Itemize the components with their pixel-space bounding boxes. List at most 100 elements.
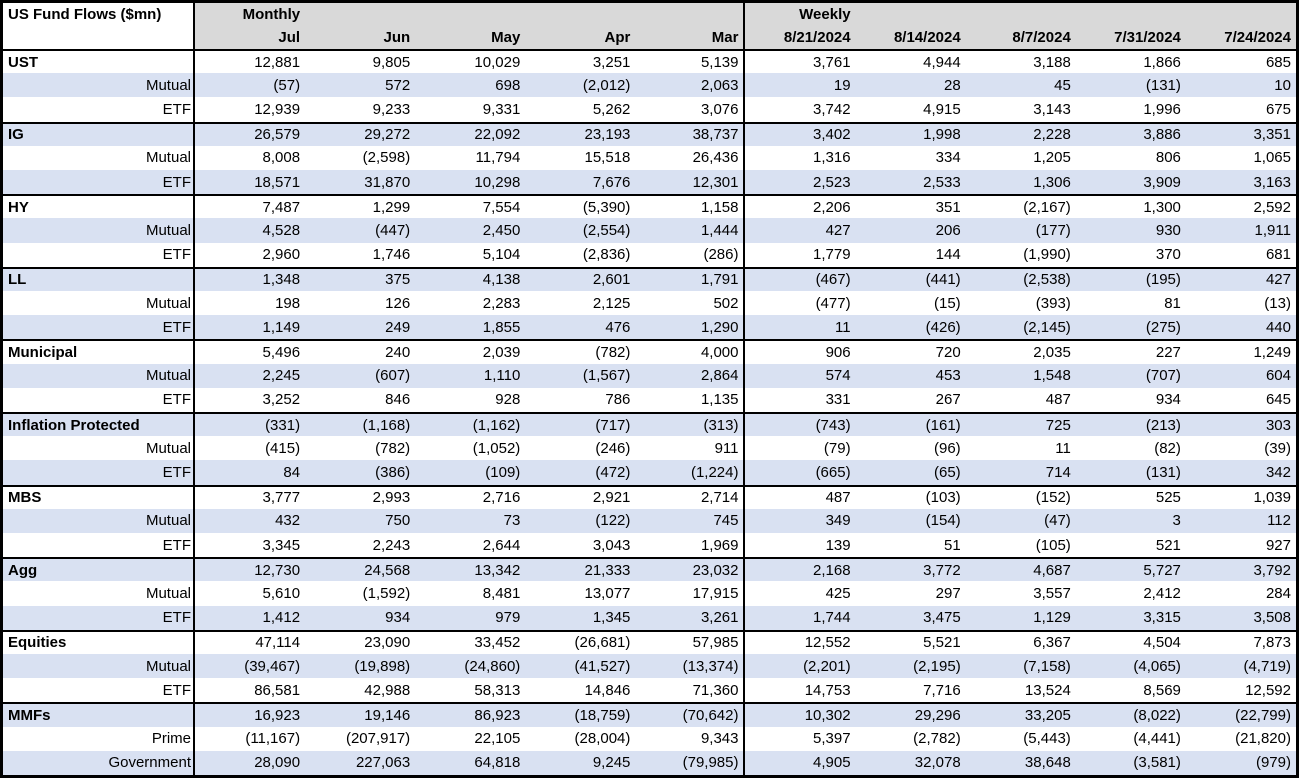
monthly-value-cell: 28,090 xyxy=(195,750,306,775)
header-spacer xyxy=(855,3,966,25)
monthly-value-cell: 2,039 xyxy=(415,339,526,363)
monthly-value-cell: (717) xyxy=(525,412,636,437)
weekly-value-cell: (105) xyxy=(1035,536,1071,554)
monthly-group-header: Monthly xyxy=(195,3,306,25)
monthly-value-cell: 2,283 xyxy=(482,294,521,312)
weekly-value-cell: 1,744 xyxy=(745,605,856,630)
sub-row-label: ETF xyxy=(3,387,195,412)
monthly-value-cell: (28,004) xyxy=(574,730,631,748)
sub-row-label: ETF xyxy=(3,242,195,267)
monthly-value-cell: 786 xyxy=(605,391,631,409)
weekly-value-cell: (131) xyxy=(1075,73,1186,98)
weekly-value-cell: 5,727 xyxy=(1075,557,1186,582)
weekly-value-cell: 139 xyxy=(825,536,851,554)
monthly-value-cell: 31,870 xyxy=(305,170,416,195)
column-header-week-1: 8/21/2024 xyxy=(745,25,856,49)
column-header-mar: Mar xyxy=(635,25,746,49)
monthly-value-cell: (2,598) xyxy=(362,149,411,167)
monthly-value-cell: 2,960 xyxy=(262,246,301,264)
monthly-value-cell: 38,737 xyxy=(635,121,746,146)
weekly-value-cell: 1,249 xyxy=(1185,339,1296,363)
monthly-value-cell: 2,601 xyxy=(525,266,636,291)
weekly-value-cell: 2,206 xyxy=(745,194,856,218)
monthly-value-cell: (79,985) xyxy=(635,750,746,775)
weekly-value-cell: 3,742 xyxy=(813,100,851,118)
weekly-value-cell: 342 xyxy=(1185,460,1296,485)
weekly-value-cell: 3,761 xyxy=(745,49,856,73)
weekly-value-cell: 2,412 xyxy=(1143,584,1181,602)
weekly-value-cell: 144 xyxy=(935,246,961,264)
weekly-value-cell: 3 xyxy=(1075,508,1186,533)
weekly-value-cell: 13,524 xyxy=(1024,681,1071,699)
monthly-value-cell: 5,104 xyxy=(482,246,521,264)
weekly-value-cell: 453 xyxy=(855,363,966,388)
monthly-value-cell: 1,110 xyxy=(415,363,526,388)
monthly-value-cell: 2,063 xyxy=(635,73,746,98)
monthly-value-cell: (1,168) xyxy=(305,412,416,437)
column-header-jun: Jun xyxy=(305,25,416,49)
monthly-value-cell: 4,138 xyxy=(415,266,526,291)
monthly-value-cell: 21,333 xyxy=(525,557,636,582)
column-header-may: May xyxy=(415,25,526,49)
weekly-value-cell: (65) xyxy=(855,460,966,485)
column-header-week-4: 7/31/2024 xyxy=(1075,25,1186,49)
weekly-value-cell: 28 xyxy=(855,73,966,98)
weekly-value-cell: 3,772 xyxy=(855,557,966,582)
weekly-value-cell: 370 xyxy=(1155,246,1181,264)
weekly-value-cell: 2,035 xyxy=(965,339,1076,363)
sub-row-label: ETF xyxy=(3,678,195,703)
monthly-value-cell: (70,642) xyxy=(635,702,746,727)
monthly-value-cell: 1,135 xyxy=(635,387,746,412)
monthly-value-cell: 9,233 xyxy=(372,100,411,118)
monthly-value-cell: 10,298 xyxy=(415,170,526,195)
weekly-value-cell: (5,443) xyxy=(1023,730,1071,748)
monthly-value-cell: (11,167) xyxy=(245,730,301,748)
monthly-value-cell: 5,262 xyxy=(592,100,631,118)
monthly-value-cell: 24,568 xyxy=(305,557,416,582)
monthly-value-cell: (1,052) xyxy=(472,439,521,457)
monthly-value-cell: 240 xyxy=(305,339,416,363)
monthly-value-cell: 1,348 xyxy=(195,266,306,291)
weekly-value-cell: 51 xyxy=(944,536,961,554)
monthly-value-cell: 86,581 xyxy=(254,681,301,699)
weekly-value-cell: (22,799) xyxy=(1185,702,1296,727)
monthly-value-cell: 227,063 xyxy=(305,750,416,775)
weekly-value-cell: 3,163 xyxy=(1185,170,1296,195)
monthly-value-cell: 3,251 xyxy=(525,49,636,73)
section-row-label: Inflation Protected xyxy=(3,412,195,437)
weekly-value-cell: 1,911 xyxy=(1185,218,1296,243)
weekly-value-cell: 12,552 xyxy=(745,629,856,654)
weekly-value-cell: 112 xyxy=(1185,508,1296,533)
sub-row-label: Mutual xyxy=(3,436,195,461)
monthly-value-cell: 375 xyxy=(305,266,416,291)
weekly-value-cell: 227 xyxy=(1075,339,1186,363)
section-row-label: HY xyxy=(3,194,195,219)
sub-row-label: Government xyxy=(3,750,195,775)
weekly-value-cell: 4,905 xyxy=(745,750,856,775)
monthly-value-cell: (447) xyxy=(305,218,416,243)
monthly-value-cell: (2,012) xyxy=(525,73,636,98)
weekly-value-cell: 3,886 xyxy=(1075,121,1186,146)
weekly-value-cell: 5,521 xyxy=(855,629,966,654)
header-spacer xyxy=(965,3,1076,25)
weekly-value-cell: 1,205 xyxy=(1033,149,1071,167)
weekly-value-cell: (979) xyxy=(1185,750,1296,775)
monthly-value-cell: 11,794 xyxy=(475,149,521,167)
monthly-value-cell: (313) xyxy=(635,412,746,437)
weekly-value-cell: 4,504 xyxy=(1075,629,1186,654)
weekly-value-cell: (665) xyxy=(745,460,856,485)
monthly-value-cell: 1,412 xyxy=(195,605,306,630)
monthly-value-cell: (122) xyxy=(525,508,636,533)
weekly-value-cell: 351 xyxy=(855,194,966,218)
monthly-value-cell: 502 xyxy=(635,291,746,316)
monthly-value-cell: (2,836) xyxy=(582,246,631,264)
weekly-value-cell: 6,367 xyxy=(965,629,1076,654)
monthly-value-cell: (607) xyxy=(305,363,416,388)
weekly-value-cell: (21,820) xyxy=(1235,730,1291,748)
weekly-value-cell: (195) xyxy=(1075,266,1186,291)
sub-row-label: Mutual xyxy=(3,581,195,606)
monthly-value-cell: 9,331 xyxy=(482,100,521,118)
weekly-value-cell: 675 xyxy=(1265,100,1291,118)
monthly-value-cell: 16,923 xyxy=(195,702,306,727)
weekly-value-cell: (152) xyxy=(965,484,1076,509)
